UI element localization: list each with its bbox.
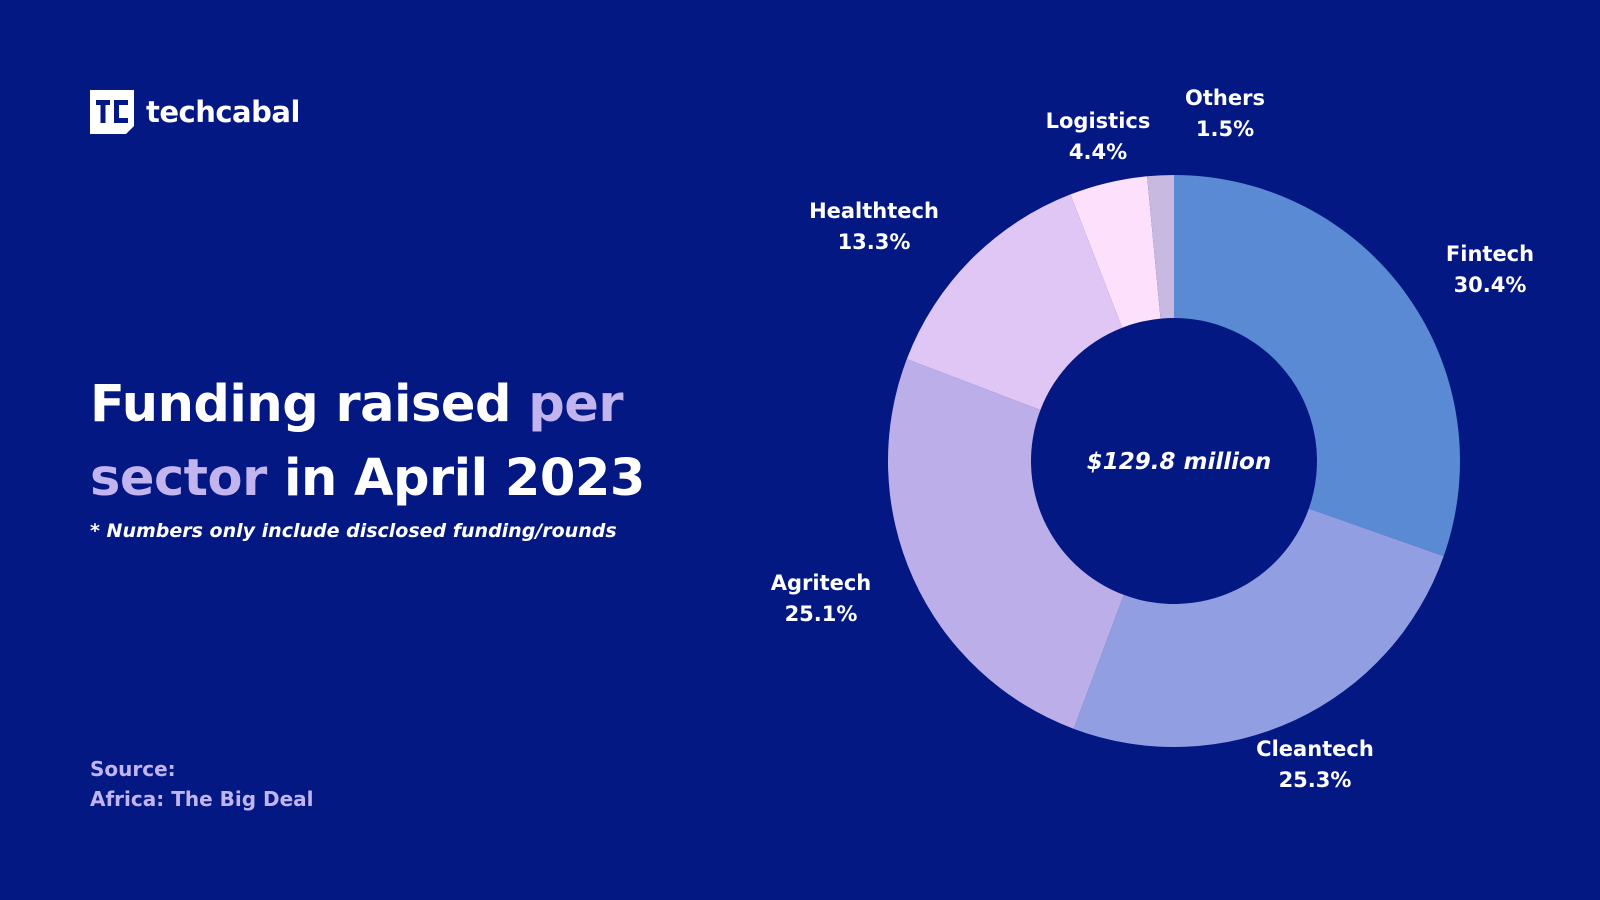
slice-value-fintech: 30.4% xyxy=(1454,273,1527,297)
slice-value-agritech: 25.1% xyxy=(785,602,858,626)
slice-value-logistics: 4.4% xyxy=(1069,140,1127,164)
slice-label-healthtech: Healthtech xyxy=(809,199,939,223)
title-accent-1: per xyxy=(528,375,623,434)
title-accent-2: sector xyxy=(90,449,267,508)
slice-label-others: Others xyxy=(1185,86,1265,110)
chart-labels: Fintech 30.4% Cleantech 25.3% Agritech 25.1% H… xyxy=(771,86,1534,792)
center-total-label: $129.8 million xyxy=(1087,449,1271,475)
slice-others xyxy=(1147,175,1174,319)
page-title: Funding raised per sector in April 2023 xyxy=(90,368,710,516)
brand-logo: techcabal xyxy=(90,90,300,134)
source-label: Source: xyxy=(90,757,176,781)
slice-value-others: 1.5% xyxy=(1196,117,1254,141)
slice-cleantech xyxy=(1073,508,1444,747)
source-name: Africa: The Big Deal xyxy=(90,787,314,811)
slice-logistics xyxy=(1070,176,1161,328)
brand-name: techcabal xyxy=(146,95,300,129)
slice-value-healthtech: 13.3% xyxy=(838,230,911,254)
slice-agritech xyxy=(888,359,1124,729)
footnote: * Numbers only include disclosed funding… xyxy=(90,520,617,542)
slice-label-logistics: Logistics xyxy=(1046,109,1151,133)
slice-label-agritech: Agritech xyxy=(771,571,872,595)
chart-slices xyxy=(888,175,1460,747)
slice-label-cleantech: Cleantech xyxy=(1256,737,1374,761)
slice-fintech xyxy=(1174,175,1460,557)
source-credit: Source: Africa: The Big Deal xyxy=(90,754,314,814)
slice-healthtech xyxy=(906,194,1123,411)
slice-label-fintech: Fintech xyxy=(1446,242,1534,266)
title-part-1: Funding raised xyxy=(90,375,529,434)
techcabal-logo-icon xyxy=(90,90,134,134)
slice-value-cleantech: 25.3% xyxy=(1279,768,1352,792)
title-part-2: in April 2023 xyxy=(266,449,645,508)
